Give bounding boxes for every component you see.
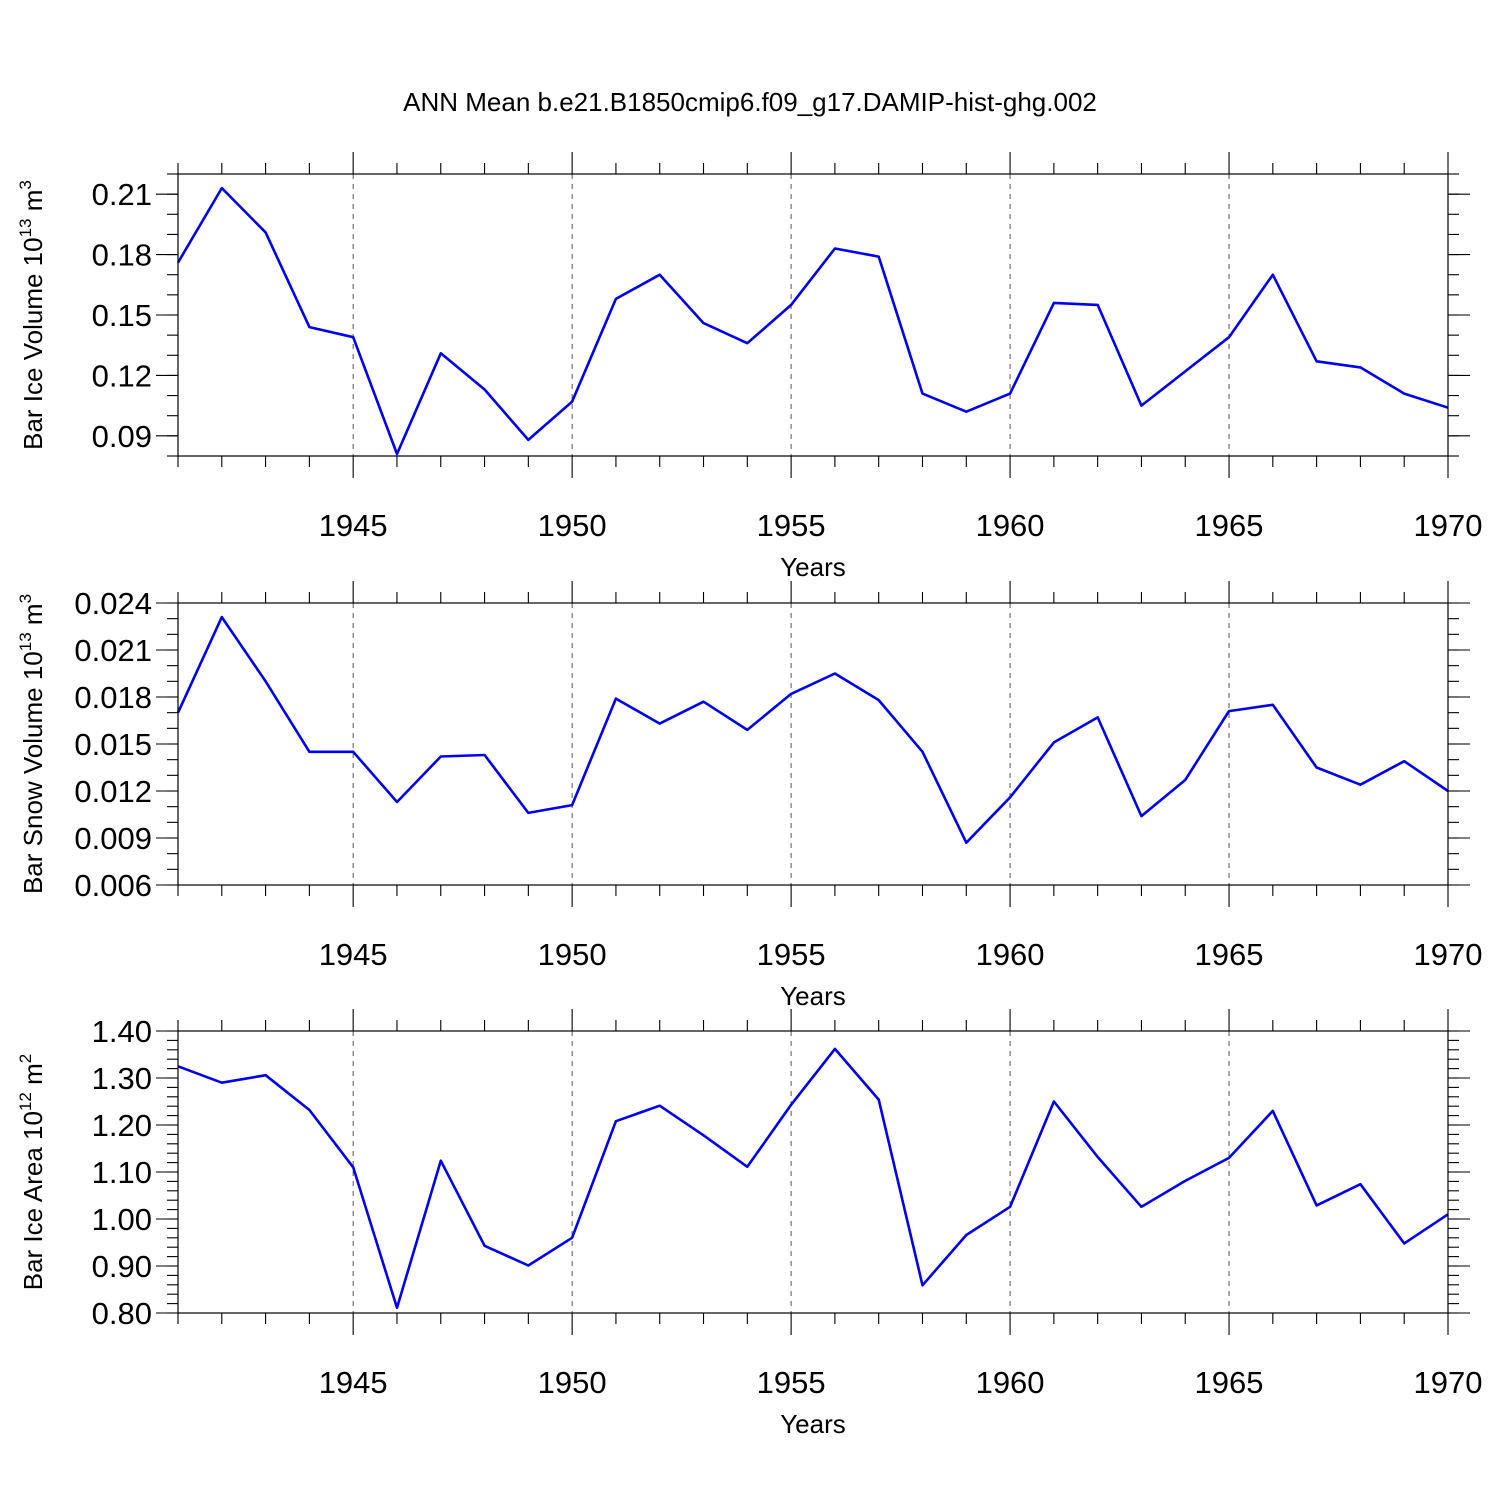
y-tick-label: 0.09	[92, 419, 152, 454]
y-tick-label: 0.12	[92, 358, 152, 393]
y-axis-label: Bar Ice Volume 1013 m3	[16, 180, 48, 450]
x-tick-label: 1950	[538, 937, 607, 972]
y-tick-label: 0.21	[92, 177, 152, 212]
y-axis-label-exponent: 12	[16, 1092, 35, 1111]
y-tick-label: 0.18	[92, 238, 152, 273]
x-tick-label: 1950	[538, 1365, 607, 1400]
y-tick-label: 0.90	[92, 1249, 152, 1284]
y-tick-label: 1.10	[92, 1155, 152, 1190]
y-axis-label: Bar Ice Area 1012 m2	[16, 1054, 48, 1291]
panel-3: 0.80 0.90 1.00 1.10 1.20 1.30 1.40 1945 1950 1955…	[16, 1009, 1482, 1439]
x-tick-label: 1945	[319, 508, 388, 543]
x-tick-label: 1965	[1195, 508, 1264, 543]
panel-1: 0.09 0.12 0.15 0.18 0.21 1945 1950 1955 1960 1965…	[16, 152, 1482, 582]
x-tick-label: 1955	[757, 1365, 826, 1400]
y-axis-label-text: Bar Snow Volume 10	[18, 651, 48, 894]
y-tick-label: 1.00	[92, 1202, 152, 1237]
x-tick-label: 1970	[1414, 937, 1483, 972]
y-axis-label-unit-exponent: 2	[16, 1054, 35, 1063]
y-axis-label-text: Bar Ice Area 10	[18, 1111, 48, 1290]
y-tick-label: 0.009	[74, 821, 152, 856]
series-line	[176, 186, 1449, 456]
x-tick-label: 1945	[319, 937, 388, 972]
y-axis-label-unit: m	[18, 603, 48, 632]
x-axis-label: Years	[780, 552, 846, 582]
x-tick-label: 1970	[1414, 508, 1483, 543]
y-tick-label: 0.15	[92, 298, 152, 333]
y-axis-label-unit: m	[18, 1063, 48, 1092]
x-tick-label: 1965	[1195, 1365, 1264, 1400]
y-tick-label: 0.006	[74, 868, 152, 903]
y-tick-label: 0.80	[92, 1296, 152, 1331]
x-tick-label: 1950	[538, 508, 607, 543]
x-tick-label: 1955	[757, 937, 826, 972]
y-tick-label: 0.021	[74, 633, 152, 668]
x-tick-label: 1945	[319, 1365, 388, 1400]
y-tick-label: 0.018	[74, 680, 152, 715]
x-tick-label: 1960	[976, 937, 1045, 972]
x-tick-label: 1965	[1195, 937, 1264, 972]
plot-frame	[177, 1030, 1449, 1314]
panel-2: 0.006 0.009 0.012 0.015 0.018 0.021 0.024 1945 1…	[16, 581, 1482, 1011]
figure-title: ANN Mean b.e21.B1850cmip6.f09_g17.DAMIP-…	[403, 87, 1097, 117]
y-axis-label-unit-exponent: 3	[16, 180, 35, 189]
plot-frame	[177, 602, 1449, 886]
y-axis-label-exponent: 13	[16, 632, 35, 651]
y-axis-label-unit: m	[18, 190, 48, 219]
y-axis-label-exponent: 13	[16, 218, 35, 237]
x-tick-label: 1960	[976, 1365, 1045, 1400]
y-tick-label: 0.012	[74, 774, 152, 809]
x-axis-label: Years	[780, 981, 846, 1011]
y-axis-label-unit-exponent: 3	[16, 594, 35, 603]
y-axis-label-text: Bar Ice Volume 10	[18, 237, 48, 449]
series-line	[177, 1047, 1449, 1310]
y-tick-label: 1.40	[92, 1014, 152, 1049]
plot-frame	[177, 173, 1449, 457]
y-tick-label: 1.30	[92, 1061, 152, 1096]
y-tick-label: 1.20	[92, 1108, 152, 1143]
y-tick-label: 0.024	[74, 586, 152, 621]
y-tick-label: 0.015	[74, 727, 152, 762]
x-tick-label: 1960	[976, 508, 1045, 543]
x-tick-label: 1970	[1414, 1365, 1483, 1400]
x-tick-label: 1955	[757, 508, 826, 543]
x-axis-label: Years	[780, 1409, 846, 1439]
y-axis-label: Bar Snow Volume 1013 m3	[16, 594, 48, 894]
series-line	[176, 615, 1449, 845]
